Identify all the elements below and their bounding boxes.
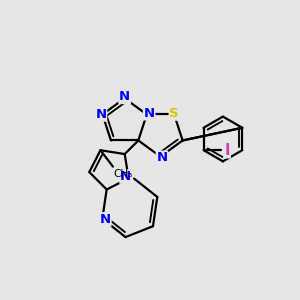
Text: N: N xyxy=(156,151,167,164)
Text: N: N xyxy=(119,90,130,103)
Text: N: N xyxy=(120,170,131,183)
Text: N: N xyxy=(144,107,155,120)
Text: CH₃: CH₃ xyxy=(114,169,133,179)
Text: S: S xyxy=(169,107,179,120)
Text: N: N xyxy=(100,213,111,226)
Text: I: I xyxy=(225,143,230,158)
Text: N: N xyxy=(95,108,106,121)
